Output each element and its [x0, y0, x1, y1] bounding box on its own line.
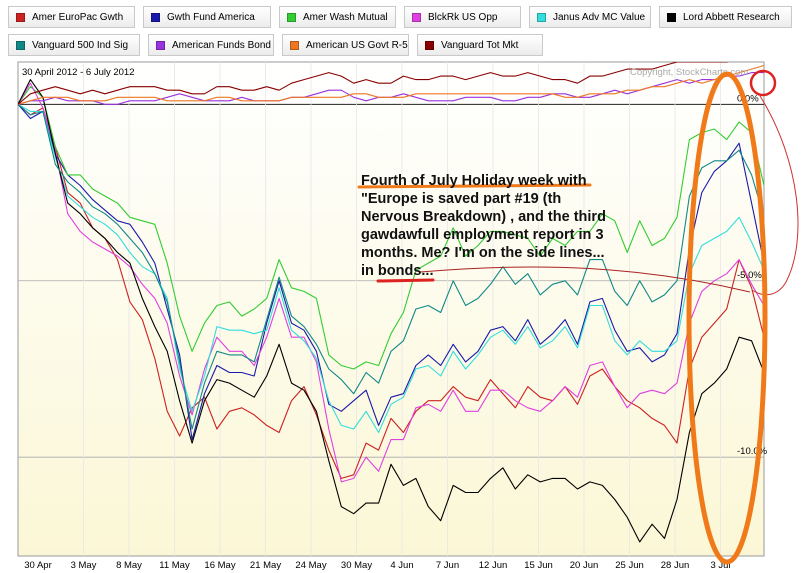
legend-label: Amer Wash Mutual [303, 11, 388, 23]
legend-item[interactable]: Vanguard Tot Mkt [417, 34, 543, 56]
headline-underline [357, 183, 592, 189]
x-tick-label: 3 Jul [710, 560, 730, 571]
legend-item[interactable]: American US Govt R-5 [282, 34, 409, 56]
annotation-line: in bonds... [361, 263, 434, 279]
plot-area [17, 61, 765, 557]
legend-swatch [537, 12, 546, 22]
legend-item[interactable]: Amer EuroPac Gwth [8, 6, 135, 28]
legend-item[interactable]: Lord Abbett Research [659, 6, 792, 28]
legend-label: American Funds Bond [172, 39, 271, 51]
legend-label: American US Govt R-5 [306, 39, 408, 51]
legend-item[interactable]: American Funds Bond [148, 34, 274, 56]
legend-swatch [287, 12, 296, 22]
legend-label: Gwth Fund America [167, 11, 255, 23]
x-tick-label: 30 Apr [24, 560, 51, 571]
x-tick-label: 8 May [116, 560, 142, 571]
x-axis: 30 Apr 3 May 8 May 11 May 16 May 21 May 24 May… [24, 560, 730, 571]
x-tick-label: 28 Jun [661, 560, 690, 571]
x-tick-label: 4 Jun [390, 560, 413, 571]
legend-swatch [290, 40, 299, 50]
y-tick-label: -10.0% [737, 446, 768, 457]
circle-connector [751, 95, 799, 296]
highlight-ellipse [686, 71, 768, 565]
series-line [18, 79, 764, 543]
date-range: 30 April 2012 - 6 July 2012 [22, 67, 135, 78]
legend-swatch [16, 12, 25, 22]
x-tick-label: 3 May [71, 560, 97, 571]
annotation-line: "Europe is saved part #19 (th [361, 191, 562, 207]
series-line [18, 103, 764, 430]
legend-label: Janus Adv MC Value [553, 11, 646, 23]
y-tick-label: -5.0% [737, 270, 762, 281]
series-line [18, 82, 764, 483]
legend-swatch [151, 12, 160, 22]
legend-label: Vanguard 500 Ind Sig [32, 39, 129, 51]
x-tick-label: 12 Jun [479, 560, 508, 571]
annotation-line: Nervous Breakdown) , and the third [361, 209, 606, 225]
series-line [18, 64, 764, 105]
legend-label: Vanguard Tot Mkt [441, 39, 519, 51]
y-axis: 0.0% -5.0% -10.0% [737, 93, 768, 457]
x-tick-label: 30 May [341, 560, 372, 571]
bonds-underline [376, 278, 435, 283]
highlight-circle [749, 69, 777, 97]
x-tick-label: 25 Jun [615, 560, 644, 571]
x-tick-label: 20 Jun [570, 560, 599, 571]
annotation-arc [419, 266, 751, 293]
legend-item[interactable]: Amer Wash Mutual [279, 6, 396, 28]
legend-label: BlckRk US Opp [428, 11, 498, 23]
legend-item[interactable]: Gwth Fund America [143, 6, 271, 28]
y-tick-label: 0.0% [737, 93, 759, 104]
legend: Amer EuroPac Gwth Gwth Fund America Amer W… [8, 6, 808, 62]
annotation-line: months. Me? I'm on the side lines... [361, 245, 605, 261]
series-line [18, 103, 764, 434]
legend-swatch [16, 40, 25, 50]
series-group [18, 62, 764, 543]
annotation: Fourth of July Holiday week with "Europe … [361, 172, 681, 280]
annotation-line: Fourth of July Holiday week with [361, 173, 587, 189]
x-tick-label: 7 Jun [436, 560, 459, 571]
legend-swatch [412, 12, 421, 22]
x-tick-label: 16 May [204, 560, 235, 571]
legend-swatch [667, 12, 676, 22]
legend-label: Lord Abbett Research [683, 11, 780, 23]
legend-swatch [156, 40, 165, 50]
x-tick-label: 15 Jun [524, 560, 553, 571]
legend-item[interactable]: Vanguard 500 Ind Sig [8, 34, 140, 56]
annotation-line: gawdawfull employment report in 3 [361, 227, 604, 243]
series-line [18, 103, 764, 479]
annotation-overlay [357, 69, 799, 565]
series-line [18, 86, 764, 370]
x-tick-label: 11 May [159, 560, 190, 571]
legend-swatch [425, 40, 434, 50]
legend-label: Amer EuroPac Gwth [32, 11, 124, 23]
copyright-text: Copyright, StockCharts.com [630, 67, 748, 78]
x-tick-label: 24 May [295, 560, 326, 571]
x-tick-label: 21 May [250, 560, 281, 571]
series-line [18, 103, 764, 441]
series-line [18, 62, 729, 105]
legend-item[interactable]: Janus Adv MC Value [529, 6, 651, 28]
legend-item[interactable]: BlckRk US Opp [404, 6, 521, 28]
